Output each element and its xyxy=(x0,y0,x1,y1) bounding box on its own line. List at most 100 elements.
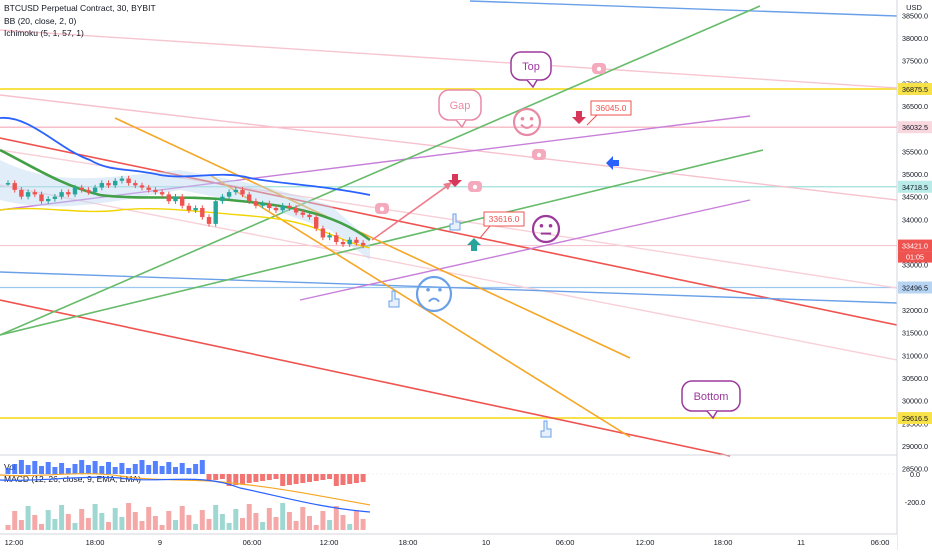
candle[interactable] xyxy=(347,239,352,245)
trend-line[interactable] xyxy=(114,117,631,359)
trend-line[interactable] xyxy=(0,29,898,89)
candle[interactable] xyxy=(72,187,78,195)
candle[interactable] xyxy=(146,187,151,190)
arrow-down-icon[interactable] xyxy=(448,174,462,187)
candle[interactable] xyxy=(32,192,37,195)
macd-histogram-bar xyxy=(173,467,178,474)
candle[interactable] xyxy=(46,198,51,202)
price-badge[interactable] xyxy=(898,281,932,294)
arrow-up-icon[interactable] xyxy=(467,238,481,251)
candle[interactable] xyxy=(39,194,44,202)
candle[interactable] xyxy=(126,178,131,184)
candle[interactable] xyxy=(186,205,192,211)
trend-line[interactable] xyxy=(0,184,898,361)
candle[interactable] xyxy=(293,208,299,213)
candle[interactable] xyxy=(113,180,118,186)
candle[interactable] xyxy=(166,194,171,202)
candle[interactable] xyxy=(340,242,346,245)
candle[interactable] xyxy=(133,183,138,186)
candle[interactable] xyxy=(273,208,279,211)
candle[interactable] xyxy=(86,189,91,193)
candle[interactable] xyxy=(99,183,104,188)
volume-bar xyxy=(139,521,145,530)
candle[interactable] xyxy=(267,203,272,208)
bb-upper-band xyxy=(0,117,371,196)
ichimoku-indicator-label[interactable]: Ichimoku (5, 1, 57, 1) xyxy=(4,28,84,38)
happy-face-icon[interactable] xyxy=(512,107,542,137)
candle[interactable] xyxy=(200,208,205,218)
price-badge[interactable] xyxy=(898,121,932,134)
candle[interactable] xyxy=(253,201,259,206)
candle[interactable] xyxy=(119,178,125,181)
candle[interactable] xyxy=(25,192,31,197)
candle[interactable] xyxy=(320,228,326,238)
bb-indicator-label[interactable]: BB (20, close, 2, 0) xyxy=(4,16,77,26)
candle[interactable] xyxy=(314,217,319,229)
hand-pointer-icon[interactable] xyxy=(449,213,461,231)
trend-line[interactable] xyxy=(469,0,898,17)
candle[interactable] xyxy=(226,192,232,197)
trend-line[interactable] xyxy=(0,94,898,201)
gap-arrow[interactable] xyxy=(371,183,451,241)
candle[interactable] xyxy=(173,196,178,202)
candle[interactable] xyxy=(280,205,285,211)
price-label-b[interactable] xyxy=(483,211,525,227)
candle[interactable] xyxy=(66,192,71,195)
candle[interactable] xyxy=(153,189,158,193)
trend-line[interactable] xyxy=(0,115,751,211)
gap-callout-text: Gap xyxy=(450,100,471,112)
hand-pointer-icon[interactable] xyxy=(388,290,400,308)
candle[interactable] xyxy=(5,183,11,185)
price-label-a[interactable] xyxy=(590,100,632,116)
candle[interactable] xyxy=(59,192,64,197)
volume-bar xyxy=(112,508,118,530)
candle[interactable] xyxy=(193,208,198,211)
trend-line[interactable] xyxy=(0,299,731,457)
candle[interactable] xyxy=(307,214,312,218)
candle[interactable] xyxy=(213,201,218,224)
candle[interactable] xyxy=(354,239,359,243)
hand-pointer-icon[interactable] xyxy=(540,420,552,438)
volume-bar xyxy=(12,511,18,530)
candle[interactable] xyxy=(300,212,305,215)
trend-line[interactable] xyxy=(0,137,898,326)
price-label-a-text: 36045.0 xyxy=(596,103,627,113)
candle[interactable] xyxy=(327,235,332,238)
price-badge[interactable] xyxy=(898,412,932,425)
price-badge[interactable] xyxy=(898,180,932,193)
candle[interactable] xyxy=(180,196,185,206)
volume-bar xyxy=(280,503,286,530)
candle[interactable] xyxy=(92,187,98,193)
arrow-left-icon[interactable] xyxy=(606,156,619,170)
price-badge[interactable] xyxy=(898,239,932,252)
macd-histogram-bar xyxy=(112,467,118,474)
candle[interactable] xyxy=(206,217,212,224)
trend-line[interactable] xyxy=(0,5,761,336)
candle[interactable] xyxy=(106,183,111,186)
candle[interactable] xyxy=(247,194,252,202)
trend-line[interactable] xyxy=(299,199,751,301)
volume-bar xyxy=(199,510,205,530)
sad-face-icon[interactable] xyxy=(415,275,453,313)
arrow-down-icon[interactable] xyxy=(572,111,586,124)
candle[interactable] xyxy=(240,189,245,195)
candle[interactable] xyxy=(233,189,238,193)
trend-line[interactable] xyxy=(0,271,898,304)
candle[interactable] xyxy=(139,185,145,188)
candle[interactable] xyxy=(12,183,17,190)
candle[interactable] xyxy=(260,203,265,206)
candle[interactable] xyxy=(220,196,225,202)
candle[interactable] xyxy=(79,187,84,190)
candle[interactable] xyxy=(287,205,292,208)
time-axis[interactable] xyxy=(0,534,897,550)
candle[interactable] xyxy=(52,196,58,199)
price-badge-text: 33421.0 xyxy=(902,242,928,251)
price-badge[interactable] xyxy=(898,82,932,95)
candle[interactable] xyxy=(159,192,165,195)
candle[interactable] xyxy=(19,189,24,197)
neutral-face-icon[interactable] xyxy=(531,214,561,244)
candle[interactable] xyxy=(360,242,366,246)
candle[interactable] xyxy=(334,235,339,242)
